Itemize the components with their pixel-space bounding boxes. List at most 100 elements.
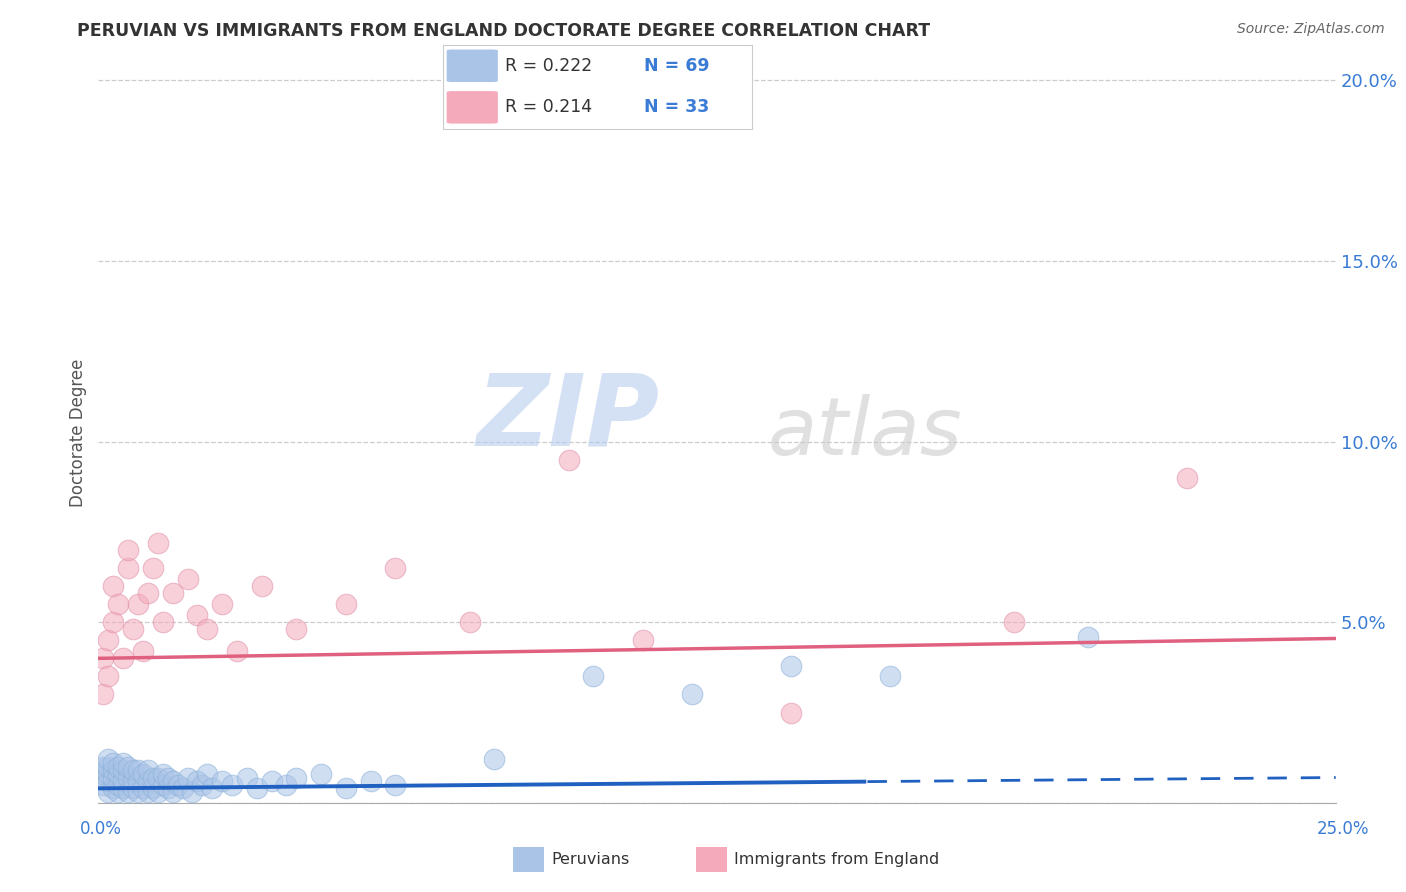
- Text: 0.0%: 0.0%: [80, 820, 122, 838]
- Point: [142, 561, 165, 575]
- Point: [103, 579, 125, 593]
- Point: [201, 781, 224, 796]
- Point: [127, 774, 149, 789]
- Point: [107, 778, 129, 792]
- Point: [631, 633, 654, 648]
- Point: [127, 785, 149, 799]
- Point: [221, 778, 243, 792]
- Text: PERUVIAN VS IMMIGRANTS FROM ENGLAND DOCTORATE DEGREE CORRELATION CHART: PERUVIAN VS IMMIGRANTS FROM ENGLAND DOCT…: [77, 22, 931, 40]
- Point: [136, 586, 159, 600]
- Point: [127, 764, 149, 778]
- Point: [132, 781, 155, 796]
- Point: [172, 781, 194, 796]
- Point: [107, 785, 129, 799]
- Point: [162, 586, 184, 600]
- Point: [103, 764, 125, 778]
- Point: [156, 781, 179, 796]
- Point: [162, 774, 184, 789]
- Y-axis label: Doctorate Degree: Doctorate Degree: [69, 359, 87, 507]
- Point: [117, 543, 139, 558]
- Text: N = 33: N = 33: [644, 98, 709, 116]
- Point: [117, 785, 139, 799]
- Point: [132, 767, 155, 781]
- Point: [152, 615, 174, 630]
- Point: [176, 572, 198, 586]
- Point: [360, 774, 382, 789]
- Point: [117, 771, 139, 785]
- Point: [97, 774, 120, 789]
- Point: [97, 633, 120, 648]
- Point: [97, 752, 120, 766]
- Point: [335, 781, 357, 796]
- Point: [93, 651, 115, 665]
- Point: [107, 597, 129, 611]
- Text: R = 0.214: R = 0.214: [505, 98, 592, 116]
- Point: [152, 767, 174, 781]
- Point: [335, 597, 357, 611]
- Point: [276, 778, 298, 792]
- Point: [285, 771, 308, 785]
- Point: [103, 781, 125, 796]
- Text: Immigrants from England: Immigrants from England: [734, 853, 939, 867]
- Point: [93, 767, 115, 781]
- Text: atlas: atlas: [768, 393, 963, 472]
- Point: [384, 778, 406, 792]
- Point: [112, 651, 135, 665]
- Point: [186, 774, 208, 789]
- Text: 25.0%: 25.0%: [1316, 820, 1369, 838]
- Point: [127, 597, 149, 611]
- Point: [136, 764, 159, 778]
- Point: [156, 771, 179, 785]
- Point: [103, 756, 125, 770]
- Point: [162, 785, 184, 799]
- Point: [186, 607, 208, 622]
- Point: [260, 774, 283, 789]
- Point: [122, 781, 145, 796]
- Point: [122, 764, 145, 778]
- Point: [93, 778, 115, 792]
- Point: [112, 781, 135, 796]
- Point: [132, 644, 155, 658]
- Point: [97, 669, 120, 683]
- Point: [97, 767, 120, 781]
- Text: ZIP: ZIP: [477, 369, 659, 467]
- Point: [97, 760, 120, 774]
- Point: [146, 785, 169, 799]
- Point: [226, 644, 249, 658]
- Point: [122, 623, 145, 637]
- Point: [176, 771, 198, 785]
- Point: [112, 774, 135, 789]
- Point: [146, 771, 169, 785]
- Point: [195, 623, 218, 637]
- Point: [384, 561, 406, 575]
- Point: [166, 778, 188, 792]
- Point: [107, 760, 129, 774]
- Point: [236, 771, 259, 785]
- Point: [112, 764, 135, 778]
- Point: [879, 669, 901, 683]
- Point: [103, 615, 125, 630]
- Point: [122, 774, 145, 789]
- Point: [681, 688, 703, 702]
- Point: [1077, 630, 1099, 644]
- Point: [211, 774, 233, 789]
- Point: [97, 785, 120, 799]
- Point: [93, 688, 115, 702]
- Point: [191, 778, 214, 792]
- Point: [93, 760, 115, 774]
- Point: [557, 452, 579, 467]
- Point: [112, 756, 135, 770]
- FancyBboxPatch shape: [446, 90, 499, 124]
- Point: [246, 781, 269, 796]
- Text: Source: ZipAtlas.com: Source: ZipAtlas.com: [1237, 22, 1385, 37]
- FancyBboxPatch shape: [446, 49, 499, 83]
- Point: [142, 771, 165, 785]
- Text: N = 69: N = 69: [644, 57, 710, 75]
- Point: [181, 785, 204, 799]
- Point: [1002, 615, 1025, 630]
- Point: [117, 760, 139, 774]
- Point: [136, 774, 159, 789]
- Point: [103, 771, 125, 785]
- Point: [142, 781, 165, 796]
- Text: Peruvians: Peruvians: [551, 853, 630, 867]
